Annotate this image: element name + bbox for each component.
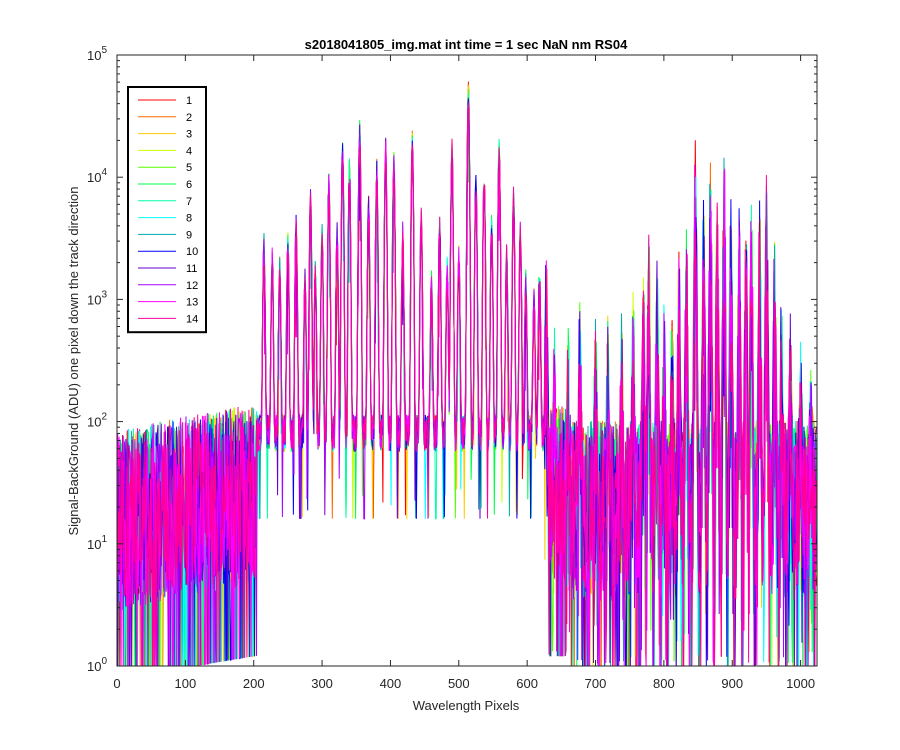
legend-label: 4: [186, 145, 192, 157]
legend-label: 13: [186, 297, 198, 309]
y-tick-label: 104: [87, 167, 107, 185]
legend-label: 14: [186, 313, 198, 325]
y-tick-label: 102: [87, 412, 107, 430]
legend-label: 7: [186, 196, 192, 208]
legend-label: 11: [186, 263, 197, 275]
x-tick-label: 100: [175, 676, 197, 691]
y-tick-label: 105: [87, 45, 107, 63]
x-tick-label: 200: [243, 676, 265, 691]
legend-label: 8: [186, 213, 192, 225]
legend-label: 3: [186, 129, 192, 141]
x-tick-label: 1000: [786, 676, 815, 691]
x-tick-label: 600: [516, 676, 538, 691]
y-tick-label: 100: [87, 656, 107, 674]
series-line-14: [116, 106, 817, 667]
x-axis-label: Wavelength Pixels: [413, 698, 520, 713]
legend-label: 12: [186, 280, 198, 292]
x-axis: 0 100 200 300 400 500 600 700 800 900 1000: [113, 55, 815, 691]
legend-label: 2: [186, 112, 192, 124]
y-tick-label: 103: [87, 289, 107, 307]
x-tick-label: 700: [585, 676, 607, 691]
legend-label: 1: [186, 95, 192, 107]
series-layer: [116, 81, 817, 667]
x-tick-label: 0: [113, 676, 120, 691]
plot-frame: [116, 54, 818, 667]
legend-label: 10: [186, 246, 198, 258]
x-tick-label: 300: [311, 676, 333, 691]
x-tick-label: 800: [653, 676, 675, 691]
y-tick-label: 101: [87, 534, 107, 552]
chart-title: s2018041805_img.mat int time = 1 sec NaN…: [305, 37, 628, 52]
x-tick-label: 500: [448, 676, 470, 691]
y-axis-label: Signal-BackGround (ADU) one pixel down t…: [66, 186, 81, 535]
x-tick-label: 400: [380, 676, 402, 691]
x-tick-label: 900: [721, 676, 743, 691]
legend-label: 9: [186, 229, 192, 241]
legend-box: [127, 86, 207, 334]
legend-label: 5: [186, 162, 192, 174]
legend-label: 6: [186, 179, 192, 191]
